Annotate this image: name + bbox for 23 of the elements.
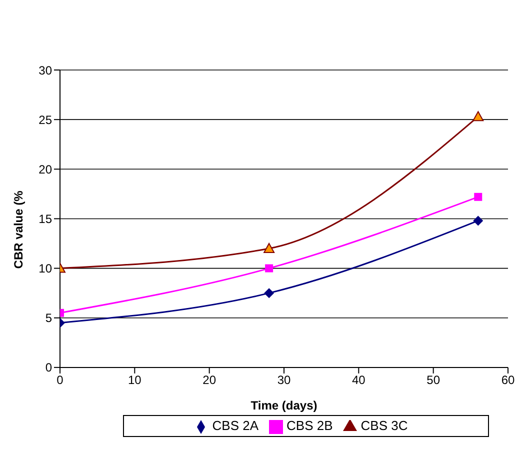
legend-label: CBS 2B [286,418,333,434]
point [474,192,482,201]
y-tick-label: 10 [38,262,52,276]
x-axis-title: Time (days) [250,398,318,412]
point [473,216,484,226]
y-tick-label: 15 [38,212,52,226]
y-tick-label: 25 [38,112,52,127]
x-tick-label: 20 [202,372,216,387]
point [264,288,274,298]
x-tick-label: 40 [352,372,366,387]
x-tick-label: 10 [128,372,142,387]
y-tick-label: 0 [45,360,52,375]
y-tick-label: 5 [45,311,52,326]
legend-label: CBS 2A [212,418,259,434]
y-axis-title: CBR value (% [11,190,26,269]
y-tick-label: 30 [38,63,52,78]
x-tick-label: 0 [56,372,64,387]
legend-label: CBS 3C [360,418,408,434]
point [265,264,274,272]
x-tick-label: 50 [426,372,440,387]
x-tick-label: 60 [501,372,515,387]
y-tick-label: 20 [38,162,52,176]
x-tick-label: 30 [277,372,291,387]
